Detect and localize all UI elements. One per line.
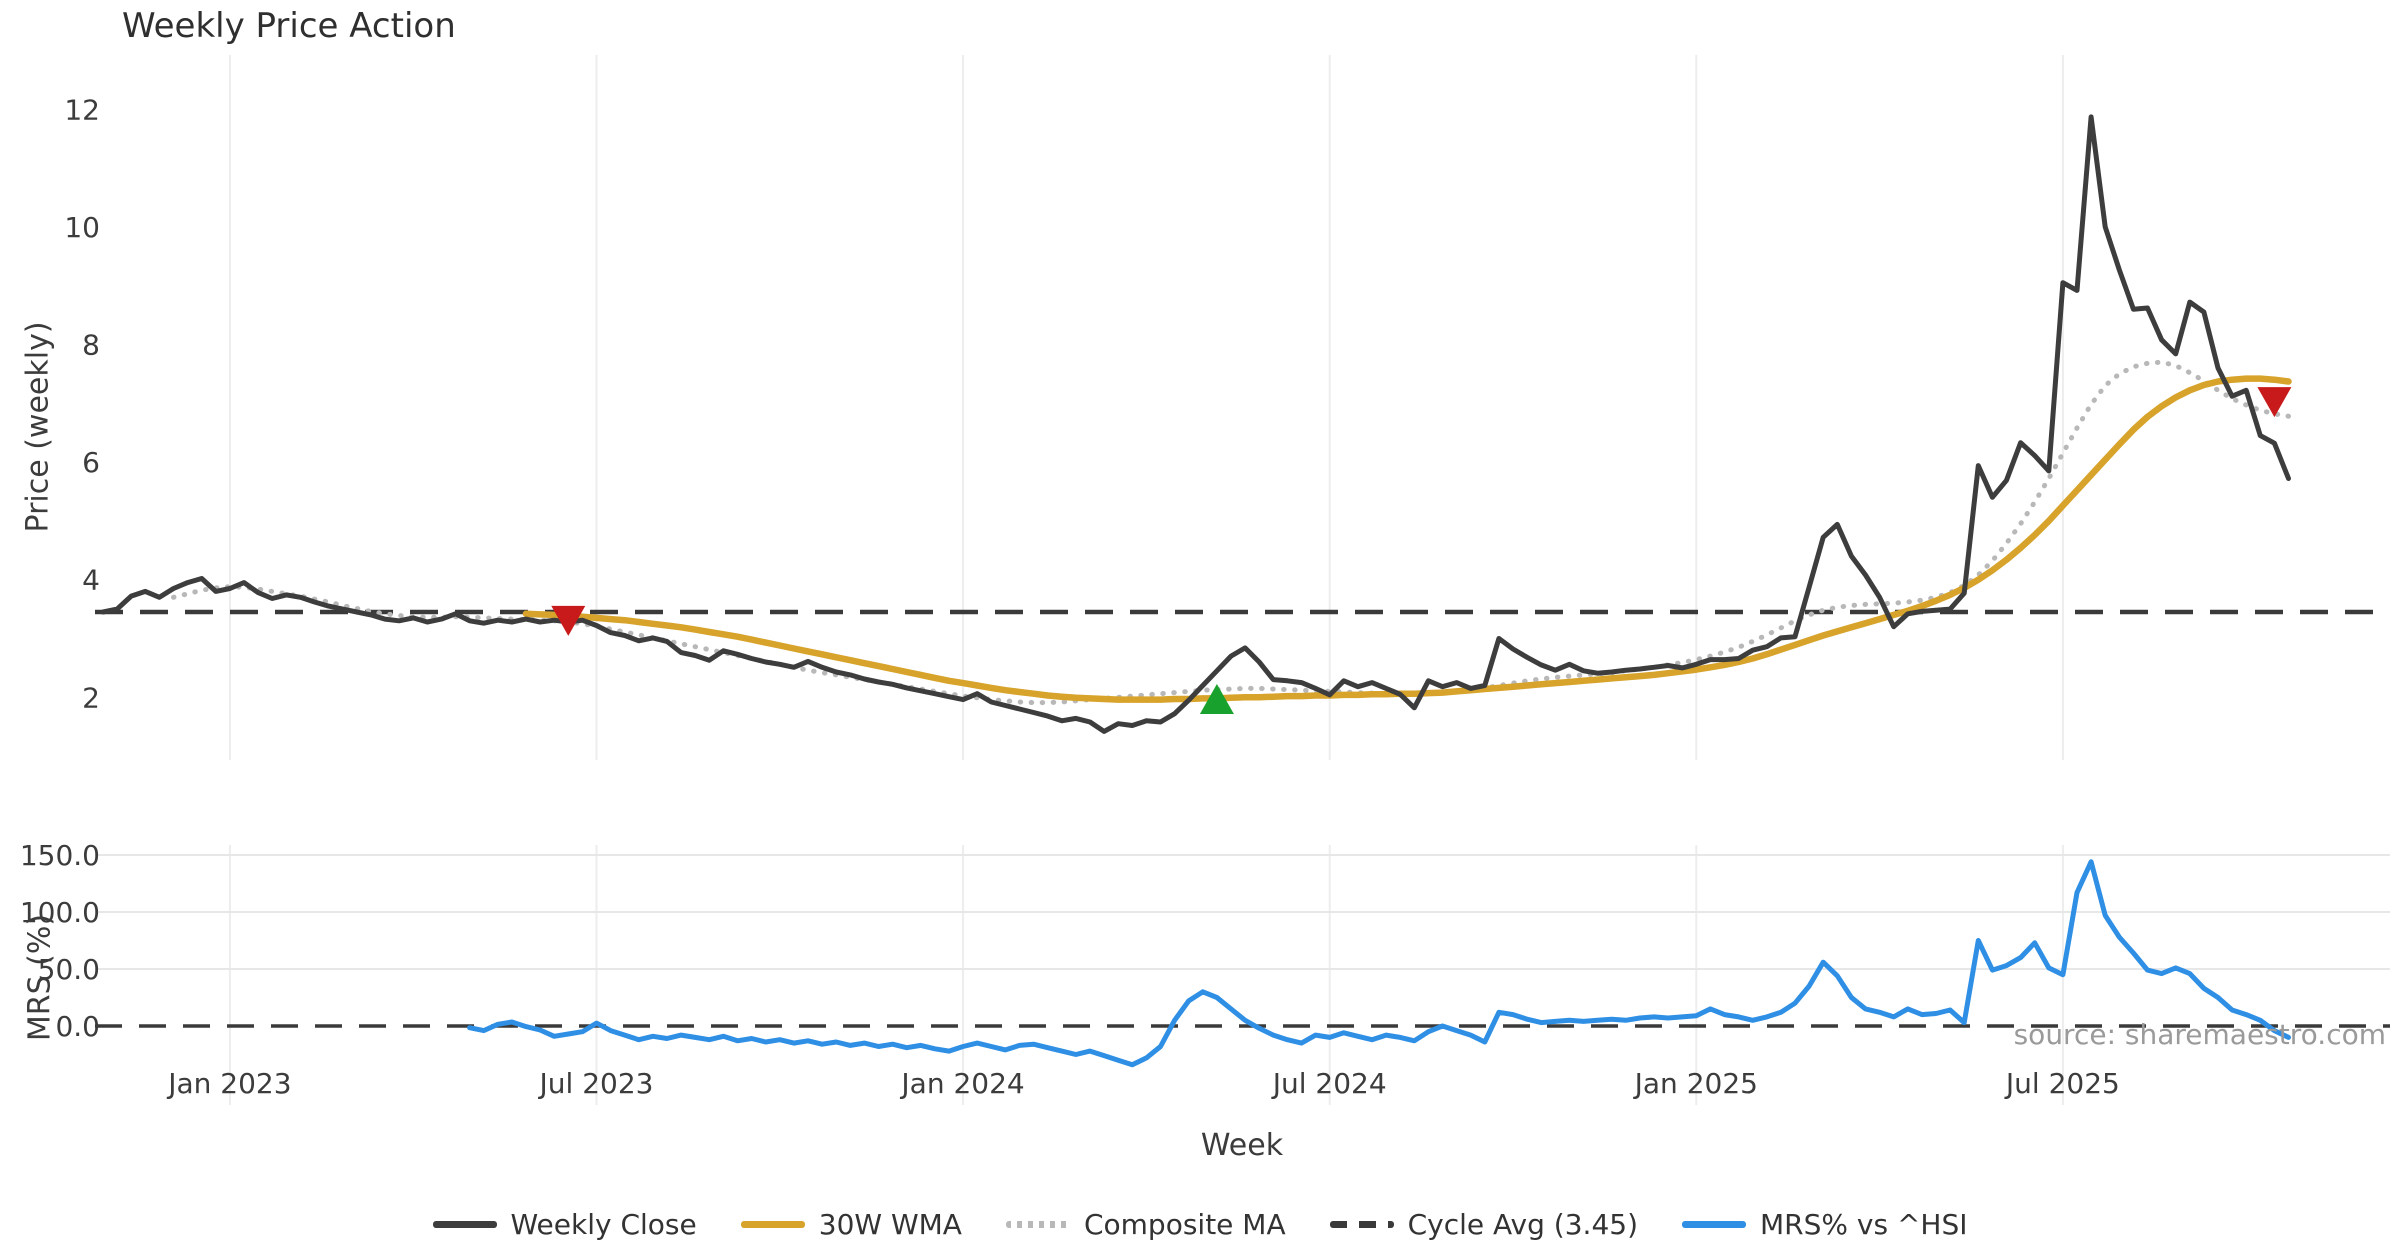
mrs-axis-label: MRS (%) xyxy=(22,913,58,1042)
legend-item-cycle-avg-3-45: Cycle Avg (3.45) xyxy=(1329,1208,1638,1241)
mrs-y-tick-label: 0.0 xyxy=(55,1010,100,1043)
legend-item-weekly-close: Weekly Close xyxy=(432,1208,697,1241)
series-30w-wma xyxy=(522,375,2292,703)
x-tick-label: Jul 2024 xyxy=(1271,1067,1387,1100)
mrs-y-tick-label: 150.0 xyxy=(20,839,100,872)
price-axis-label: Price (weekly) xyxy=(20,321,56,533)
x-axis-label: Week xyxy=(1200,1128,1284,1163)
sell-signal-marker xyxy=(2257,387,2292,418)
legend-label: MRS% vs ^HSI xyxy=(1760,1208,1968,1241)
legend-swatch-solid xyxy=(432,1221,497,1228)
x-tick-label: Jan 2024 xyxy=(899,1067,1024,1100)
price-y-tick-label: 12 xyxy=(64,93,100,126)
legend-label: Weekly Close xyxy=(510,1208,697,1241)
sell-signal-marker xyxy=(551,605,586,636)
legend-swatch-dotted xyxy=(1005,1221,1070,1228)
price-y-tick-label: 4 xyxy=(82,564,100,597)
legend-label: Composite MA xyxy=(1083,1208,1286,1241)
legend-swatch-solid xyxy=(1682,1221,1746,1228)
source-watermark: source: sharemaestro.com xyxy=(2013,1018,2386,1051)
legend-label: 30W WMA xyxy=(818,1208,962,1241)
x-tick-label: Jul 2025 xyxy=(2004,1067,2120,1100)
legend-swatch-solid xyxy=(740,1221,805,1228)
price-y-tick-label: 2 xyxy=(82,681,100,714)
buy-signal-marker xyxy=(1199,684,1234,715)
mrs-y-tick-label: 100.0 xyxy=(20,896,100,929)
legend-item-30w-wma: 30W WMA xyxy=(740,1208,962,1241)
price-y-tick-label: 6 xyxy=(82,446,100,479)
legend-swatch-dashed xyxy=(1329,1221,1394,1228)
series-weekly-close xyxy=(100,114,2291,734)
chart-title: Weekly Price Action xyxy=(122,6,456,46)
x-tick-label: Jul 2023 xyxy=(538,1067,654,1100)
x-tick-label: Jan 2025 xyxy=(1633,1067,1758,1100)
mrs-y-tick-label: 50.0 xyxy=(38,953,100,986)
chart-legend: Weekly Close 30W WMA Composite MA Cycle Avg… xyxy=(0,1208,2400,1241)
x-tick-label: Jan 2023 xyxy=(166,1067,291,1100)
series-composite-ma xyxy=(171,359,2291,706)
legend-item-composite-ma: Composite MA xyxy=(1005,1208,1286,1241)
price-y-tick-label: 8 xyxy=(82,328,100,361)
legend-item-mrs-vs-hsi: MRS% vs ^HSI xyxy=(1682,1208,1968,1241)
series-mrs-vs-hsi xyxy=(467,859,2291,1068)
legend-label: Cycle Avg (3.45) xyxy=(1407,1208,1638,1241)
price-y-tick-label: 10 xyxy=(64,211,100,244)
